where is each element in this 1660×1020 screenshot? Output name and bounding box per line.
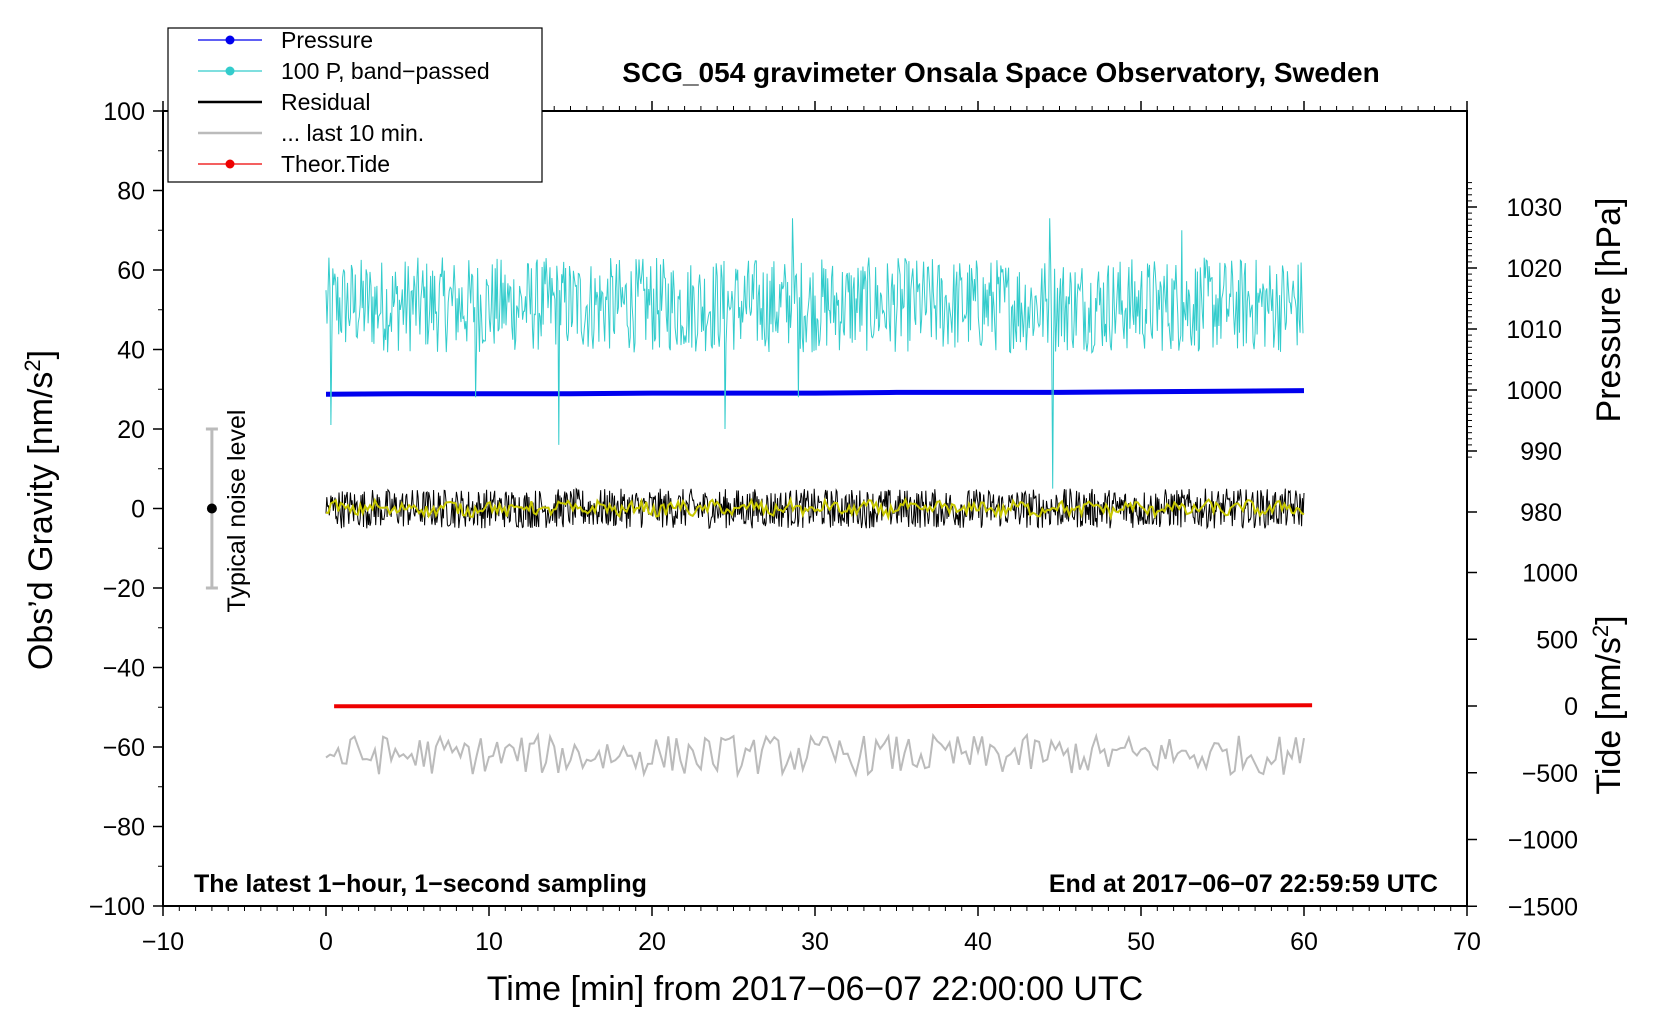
plot-area bbox=[205, 218, 1313, 779]
y-axis-label-left-main: Obs’d Gravity [nm/s bbox=[22, 372, 60, 671]
chart-title: SCG_054 gravimeter Onsala Space Observat… bbox=[622, 57, 1379, 88]
pressure-tick-label: 990 bbox=[1520, 438, 1562, 466]
y-tick-label: −40 bbox=[103, 655, 145, 683]
legend-label: ... last 10 min. bbox=[281, 120, 424, 146]
y-tick-label: 100 bbox=[103, 98, 145, 126]
y-tick-label: −60 bbox=[103, 734, 145, 762]
tide-tick-label: 1000 bbox=[1522, 560, 1578, 588]
x-axis-label: Time [min] from 2017−06−07 22:00:00 UTC bbox=[487, 970, 1143, 1008]
pressure-tick-label: 980 bbox=[1520, 499, 1562, 527]
annotation-sampling: The latest 1−hour, 1−second sampling bbox=[194, 870, 647, 898]
tide-tick-label: −1500 bbox=[1508, 893, 1578, 921]
y-axis-label-left-sup: 2 bbox=[20, 359, 45, 371]
x-tick-label: 30 bbox=[801, 928, 829, 956]
y-tick-label: 0 bbox=[131, 496, 145, 524]
y-axis-label-tide-sup: 2 bbox=[1588, 625, 1613, 637]
y-tick-label: 20 bbox=[117, 416, 145, 444]
pressure-tick-label: 1010 bbox=[1506, 316, 1562, 344]
y-tick-label: 60 bbox=[117, 257, 145, 285]
series-bandpassed-pressure bbox=[325, 218, 1304, 489]
series-last-10-min bbox=[325, 731, 1305, 779]
x-tick-label: 10 bbox=[475, 928, 503, 956]
legend-box bbox=[167, 27, 543, 183]
legend-marker bbox=[225, 66, 235, 76]
legend-label: 100 P, band−passed bbox=[281, 58, 490, 84]
tide-tick-label: 500 bbox=[1536, 626, 1578, 654]
axes: −10 0 10 20 30 40 50 60 70100806040200−20−40−60−… bbox=[89, 98, 1578, 956]
series-residual-smoothed bbox=[325, 496, 1305, 521]
legend: Pressure 100 P, band−passed Residual ... la… bbox=[167, 27, 543, 183]
legend-label: Pressure bbox=[281, 27, 373, 53]
y-tick-label: −80 bbox=[103, 814, 145, 842]
y-tick-label: −20 bbox=[103, 575, 145, 603]
y-axis-label-left-end: ] bbox=[22, 350, 60, 359]
x-tick-label: −10 bbox=[142, 928, 184, 956]
pressure-tick-label: 1000 bbox=[1506, 377, 1562, 405]
series-pressure bbox=[325, 388, 1305, 397]
x-tick-label: 60 bbox=[1290, 928, 1318, 956]
annotation-end-time: End at 2017−06−07 22:59:59 UTC bbox=[1049, 870, 1438, 898]
tide-tick-label: 0 bbox=[1564, 693, 1578, 721]
y-axis-label-tide-end: ] bbox=[1590, 615, 1628, 624]
y-tick-label: 40 bbox=[117, 337, 145, 365]
y-axis-label-pressure: Pressure [hPa] bbox=[1590, 198, 1628, 423]
y-axis-label-left: Obs’d Gravity [nm/s2] bbox=[20, 350, 60, 670]
x-tick-label: 20 bbox=[638, 928, 666, 956]
legend-marker bbox=[225, 35, 235, 45]
x-tick-label: 50 bbox=[1127, 928, 1155, 956]
y-axis-label-tide-main: Tide [nm/s bbox=[1590, 637, 1628, 794]
series-theoretical-tide bbox=[334, 703, 1313, 709]
legend-marker bbox=[225, 159, 235, 169]
tide-tick-label: −500 bbox=[1522, 760, 1578, 788]
y-tick-label: 80 bbox=[117, 178, 145, 206]
tide-tick-label: −1000 bbox=[1508, 827, 1578, 855]
legend-label: Theor.Tide bbox=[281, 151, 390, 177]
x-tick-label: 40 bbox=[964, 928, 992, 956]
legend-label: Residual bbox=[281, 89, 371, 115]
x-tick-label: 70 bbox=[1453, 928, 1481, 956]
series-residual bbox=[325, 487, 1305, 530]
noise-level-label: Typical noise level bbox=[223, 410, 251, 613]
noise-bar-center bbox=[206, 503, 217, 514]
pressure-tick-label: 1020 bbox=[1506, 255, 1562, 283]
x-tick-label: 0 bbox=[319, 928, 333, 956]
y-axis-label-tide: Tide [nm/s2] bbox=[1588, 615, 1628, 794]
pressure-tick-label: 1030 bbox=[1506, 194, 1562, 222]
y-tick-label: −100 bbox=[89, 893, 145, 921]
